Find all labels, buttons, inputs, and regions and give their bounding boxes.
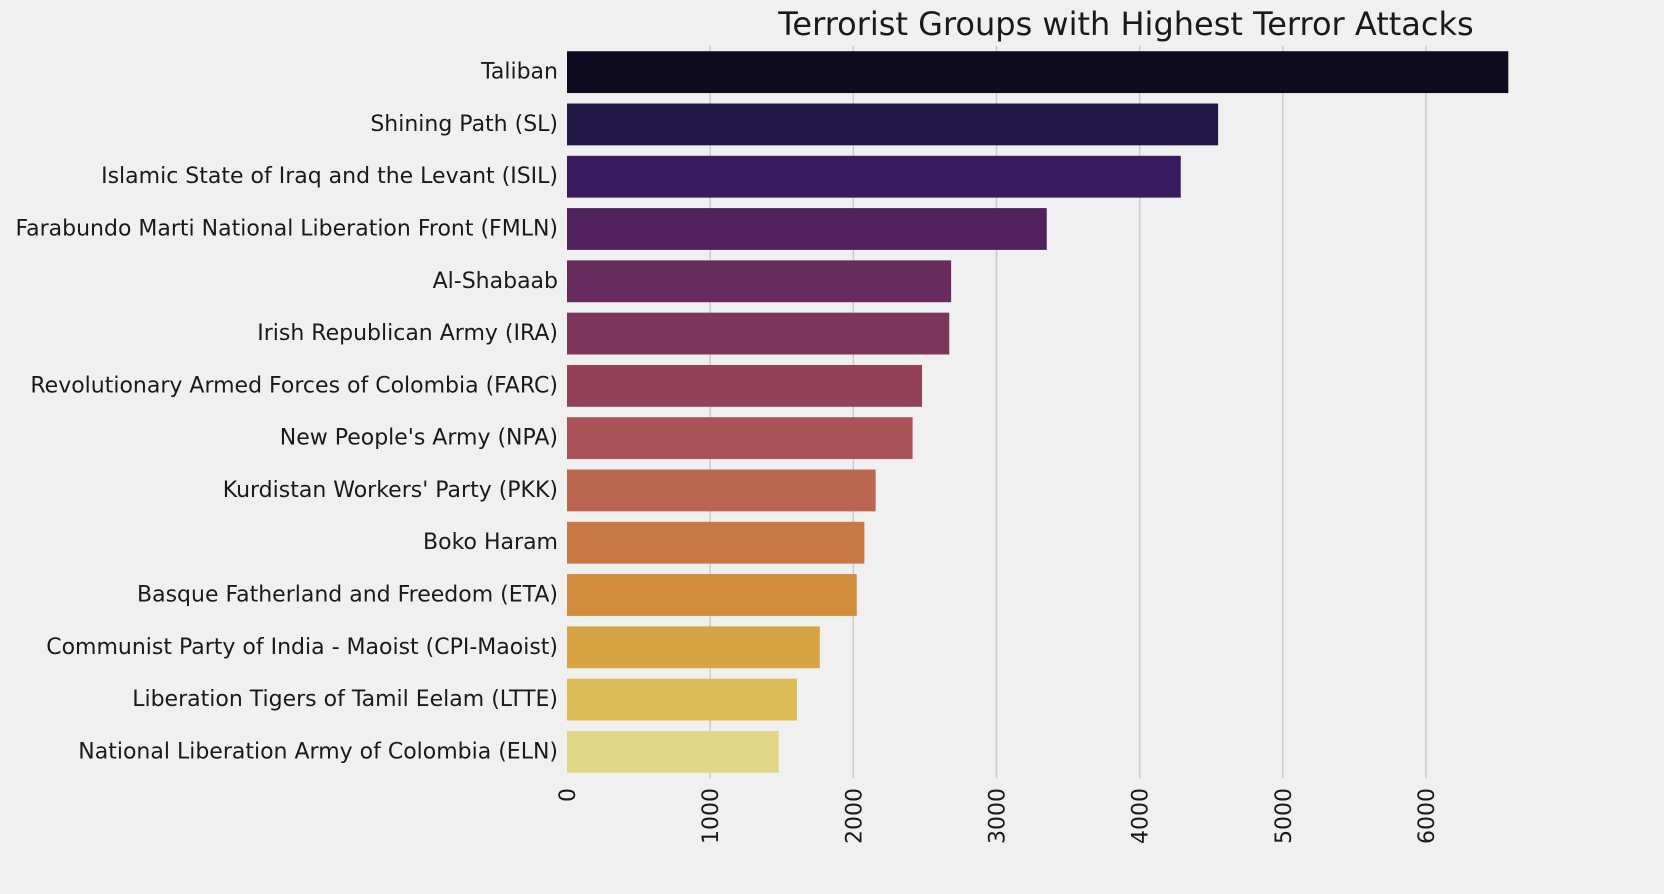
- bar: [567, 51, 1509, 94]
- bar: [567, 469, 876, 512]
- bar: [567, 155, 1181, 198]
- bar: [567, 260, 952, 303]
- category-label: New People's Army (NPA): [280, 426, 558, 451]
- category-label: Communist Party of India - Maoist (CPI-M…: [46, 635, 558, 660]
- bar: [567, 574, 857, 616]
- category-label: Boko Haram: [423, 530, 558, 555]
- x-tick-label: 6000: [1415, 788, 1440, 844]
- x-tick-labels: 0 1000 2000 3000 4000 5000 6000: [556, 788, 1440, 844]
- x-tick-label: 0: [556, 788, 581, 802]
- category-label: National Liberation Army of Colombia (EL…: [78, 739, 558, 764]
- x-tick-label: 5000: [1272, 788, 1297, 844]
- bar: [567, 312, 950, 355]
- bar: [567, 730, 779, 773]
- x-tick-label: 3000: [986, 788, 1011, 844]
- bar: [567, 103, 1219, 146]
- category-label: Al-Shabaab: [433, 269, 558, 294]
- bar: [567, 678, 797, 721]
- category-label: Shining Path (SL): [370, 112, 558, 137]
- x-tick-label: 1000: [699, 788, 724, 844]
- bars: [567, 51, 1509, 773]
- category-label: Revolutionary Armed Forces of Colombia (…: [30, 373, 558, 398]
- category-label: Kurdistan Workers' Party (PKK): [223, 478, 558, 503]
- category-label: Irish Republican Army (IRA): [257, 321, 558, 346]
- category-labels: Taliban Shining Path (SL) Islamic State of…: [15, 60, 558, 765]
- chart-title: Terrorist Groups with Highest Terror Att…: [777, 5, 1473, 43]
- category-label: Basque Fatherland and Freedom (ETA): [137, 583, 558, 608]
- bar: [567, 364, 923, 407]
- category-label: Liberation Tigers of Tamil Eelam (LTTE): [132, 687, 558, 712]
- bar: [567, 521, 865, 564]
- category-label: Islamic State of Iraq and the Levant (IS…: [101, 164, 558, 189]
- bar: [567, 208, 1047, 250]
- bar: [567, 626, 820, 669]
- x-tick-label: 2000: [842, 788, 867, 844]
- bar: [567, 417, 913, 460]
- category-label: Taliban: [480, 60, 558, 85]
- category-label: Farabundo Marti National Liberation Fron…: [15, 217, 558, 242]
- x-tick-label: 4000: [1129, 788, 1154, 844]
